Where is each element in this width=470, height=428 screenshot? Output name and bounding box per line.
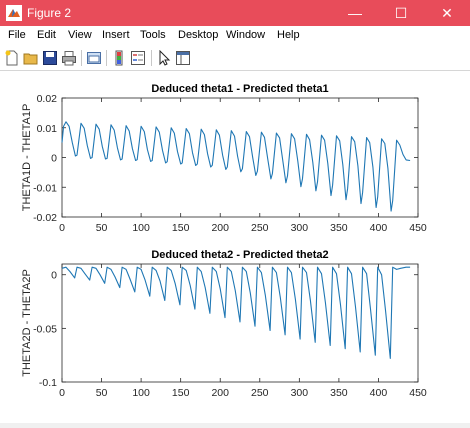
x-tick-label: 250 [251,387,269,399]
y-tick-label: -0.01 [33,182,57,194]
x-tick-label: 100 [132,222,150,234]
link-plot-icon[interactable] [86,50,102,66]
insert-legend-icon[interactable] [130,50,146,66]
toolbar-separator [81,50,82,66]
open-file-icon[interactable] [23,50,39,66]
menu-file[interactable]: File [8,29,26,41]
menu-window[interactable]: Window [226,29,266,41]
x-tick-label: 150 [172,222,190,234]
y-tick-label: -0.1 [39,377,57,389]
y-tick-label: 0 [51,270,57,282]
x-tick-label: 200 [211,222,229,234]
x-tick-label: 50 [96,387,108,399]
property-inspector-icon[interactable] [175,50,191,66]
y-tick-label: 0.02 [37,93,58,105]
insert-colorbar-icon[interactable] [111,50,127,66]
x-tick-label: 450 [409,222,427,234]
menu-edit[interactable]: Edit [37,29,56,41]
window-title: Figure 2 [27,6,72,20]
x-tick-label: 300 [291,222,309,234]
series-line [61,266,411,359]
series-line [61,121,411,212]
y-tick-label: -0.05 [33,323,57,335]
edit-plot-icon[interactable] [156,50,172,66]
maximize-button[interactable]: ☐ [394,5,408,21]
save-icon[interactable] [42,50,58,66]
print-icon[interactable] [61,50,77,66]
figure-canvas: 0 50 100 150 200 250 300 350 400 450 -0.02 -0.01 0 0.… [0,71,470,423]
toolbar-separator [106,50,107,66]
x-tick-label: 150 [172,387,190,399]
x-tick-label: 0 [59,222,65,234]
toolbar [0,46,470,71]
menu-help[interactable]: Help [277,29,300,41]
axes-box [61,263,419,383]
axes-box [61,97,419,218]
menu-desktop[interactable]: Desktop [178,29,219,41]
x-tick-label: 300 [291,387,309,399]
title-bar: Figure 2 — ☐ ✕ [0,0,470,26]
new-figure-icon[interactable] [4,50,20,66]
close-button[interactable]: ✕ [441,5,453,21]
y-axis-label: THETA2D - THETA2P [21,269,33,377]
matlab-logo-icon [6,5,22,21]
chart-title: Deduced theta2 - Predicted theta2 [151,249,328,261]
x-tick-label: 400 [370,222,388,234]
x-tick-label: 50 [96,222,108,234]
x-tick-label: 350 [330,222,348,234]
toolbar-separator [151,50,152,66]
x-tick-label: 200 [211,387,229,399]
y-tick-label: 0.01 [37,123,58,135]
menu-view[interactable]: View [68,29,92,41]
chart-title: Deduced theta1 - Predicted theta1 [151,83,328,95]
y-tick-label: 0 [51,153,57,165]
x-tick-label: 400 [370,387,388,399]
y-axis-label: THETA1D - THETA1P [21,104,33,212]
x-tick-label: 0 [59,387,65,399]
y-tick-label: -0.02 [33,212,57,224]
x-tick-label: 100 [132,387,150,399]
x-tick-label: 450 [409,387,427,399]
x-tick-label: 250 [251,222,269,234]
x-tick-label: 350 [330,387,348,399]
menu-bar: File Edit View Insert Tools Desktop Wind… [0,26,470,46]
plots-svg: 0 50 100 150 200 250 300 350 400 450 -0.02 -0.01 0 0.… [21,83,427,399]
minimize-button[interactable]: — [348,5,362,21]
menu-tools[interactable]: Tools [140,29,166,41]
menu-insert[interactable]: Insert [102,29,130,41]
